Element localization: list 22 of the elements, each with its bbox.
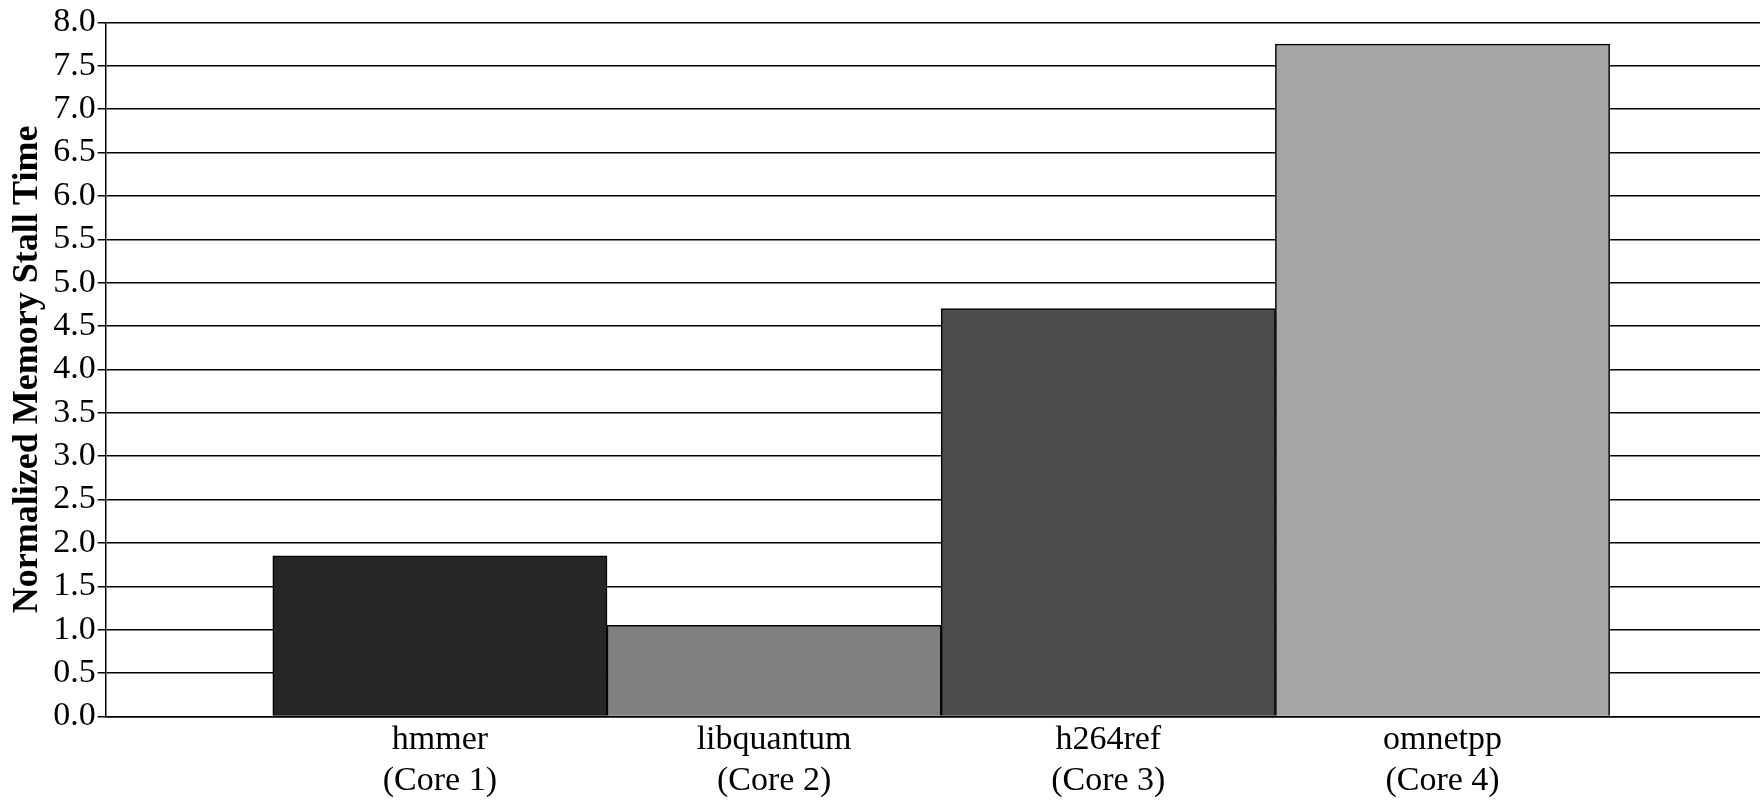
- y-axis-title: Normalized Memory Stall Time: [4, 125, 45, 614]
- x-tick-label: h264ref (Core 3): [1051, 718, 1166, 798]
- y-tick-label: 0.5: [53, 651, 96, 689]
- y-tick-label: 1.0: [53, 608, 96, 646]
- y-tick-label: 7.0: [53, 88, 96, 126]
- y-tick-label: 4.5: [53, 304, 96, 342]
- y-tick-label: 4.0: [53, 348, 96, 386]
- x-tick-label: hmmer (Core 1): [382, 718, 498, 798]
- y-tick-label: 5.0: [53, 261, 96, 299]
- y-tick-label: 6.0: [53, 174, 96, 212]
- y-tick-label: 0.0: [53, 695, 96, 733]
- y-tick-label: 2.0: [53, 521, 96, 559]
- y-tick-label: 1.5: [53, 565, 96, 603]
- y-tick-label: 3.0: [53, 435, 96, 473]
- y-tick-label: 2.5: [53, 478, 96, 516]
- y-tick-label: 5.5: [53, 218, 96, 256]
- x-tick-label: libquantum (Core 2): [696, 718, 852, 798]
- y-tick-label: 8.0: [53, 1, 96, 39]
- y-tick-label: 3.5: [53, 391, 96, 429]
- x-tick-label: omnetpp (Core 4): [1383, 718, 1502, 798]
- y-tick-label: 7.5: [53, 44, 96, 82]
- y-tick-label: 6.5: [53, 131, 96, 169]
